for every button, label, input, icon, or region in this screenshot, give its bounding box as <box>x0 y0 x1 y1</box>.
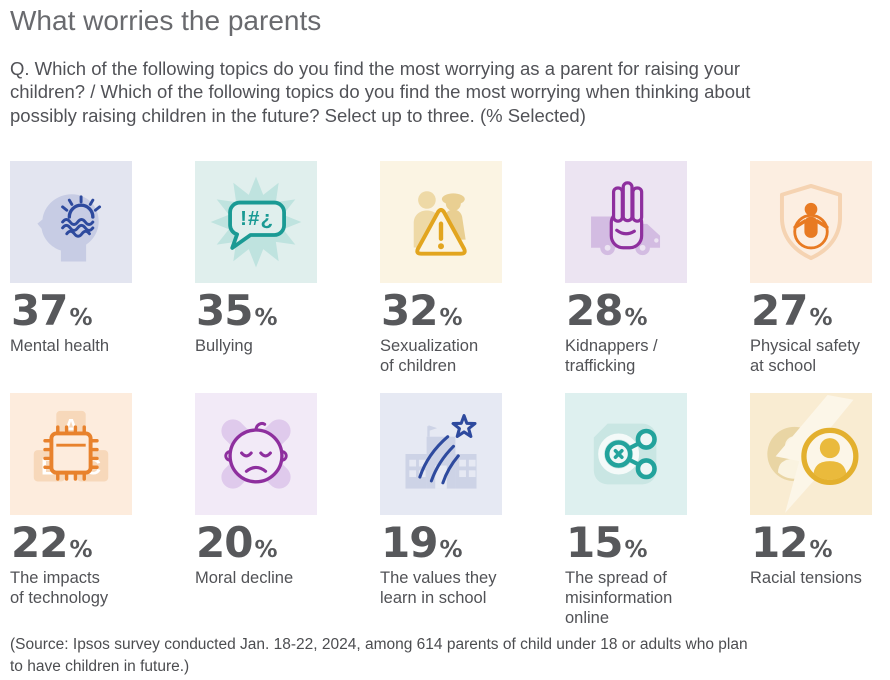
tile-icon-box <box>565 161 687 283</box>
tile-label: Bullying <box>195 337 253 356</box>
tile-icon-box <box>565 393 687 515</box>
percent-number: 27 <box>751 286 808 335</box>
percent-number: 12 <box>751 518 808 567</box>
percent-sign: % <box>69 537 93 563</box>
worry-tile-physical-safety: 27% Physical safety at school <box>750 161 890 393</box>
tile-label: Sexualization of children <box>380 337 479 376</box>
worry-tile-bullying: !#¿ 35% Bullying <box>195 161 345 393</box>
hand-signal-van-icon <box>591 181 661 256</box>
stat-value: 12% <box>750 518 833 567</box>
source-note: (Source: Ipsos survey conducted Jan. 18-… <box>10 636 748 676</box>
percent-sign: % <box>809 537 833 563</box>
shield-person-icon <box>779 183 843 261</box>
percent-number: 15 <box>566 518 623 567</box>
worry-tile-kidnappers: 28% Kidnappers / trafficking <box>565 161 715 393</box>
mental-health-icon <box>37 194 102 262</box>
school-shooting-star-icon <box>405 414 477 489</box>
worry-tile-racial-tensions: 12% Racial tensions <box>750 393 890 625</box>
tile-label: Kidnappers / trafficking <box>565 337 658 376</box>
percent-number: 37 <box>11 286 68 335</box>
bullying-speech-bubble-icon: !#¿ <box>210 176 302 268</box>
tile-label: Moral decline <box>195 569 294 588</box>
stat-value: 32% <box>380 286 463 335</box>
percent-sign: % <box>439 537 463 563</box>
percent-number: 28 <box>566 286 623 335</box>
tile-label: Racial tensions <box>750 569 862 588</box>
percent-sign: % <box>69 305 93 331</box>
stat-value: 19% <box>380 518 463 567</box>
stat-value: 28% <box>565 286 648 335</box>
tiles-grid: 37% Mental health !#¿ 35% Bullying <box>10 161 872 628</box>
percent-sign: % <box>624 537 648 563</box>
page-title: What worries the parents <box>10 5 322 36</box>
percent-sign: % <box>809 305 833 331</box>
worry-tile-moral-decline: 20% Moral decline <box>195 393 345 625</box>
stat-value: 37% <box>10 286 93 335</box>
stat-value: 20% <box>195 518 278 567</box>
worry-tile-misinformation: 15% The spread of misinformation online <box>565 393 715 628</box>
stat-value: 22% <box>10 518 93 567</box>
worry-tile-sexualization: 32% Sexualization of children <box>380 161 530 393</box>
percent-sign: % <box>439 305 463 331</box>
tile-icon-box <box>380 393 502 515</box>
tile-icon-box: A B C <box>10 393 132 515</box>
tile-label: The spread of misinformation online <box>565 569 673 628</box>
tile-label: The impacts of technology <box>10 569 109 608</box>
percent-number: 20 <box>196 518 253 567</box>
percent-sign: % <box>624 305 648 331</box>
stat-value: 15% <box>565 518 648 567</box>
misinformation-share-icon <box>593 423 657 485</box>
percent-number: 22 <box>11 518 68 567</box>
tile-icon-box <box>195 393 317 515</box>
tile-icon-box <box>10 161 132 283</box>
tile-label: The values they learn in school <box>380 569 497 608</box>
chip-abc-blocks-icon: A B C <box>33 410 109 482</box>
percent-number: 19 <box>381 518 438 567</box>
people-lightning-icon <box>767 395 859 513</box>
stat-value: 35% <box>195 286 278 335</box>
sad-baby-cross-icon <box>221 419 291 489</box>
tile-icon-box: !#¿ <box>195 161 317 283</box>
question-text: Q. Which of the following topics do you … <box>10 58 751 126</box>
tile-icon-box <box>750 161 872 283</box>
stat-value: 27% <box>750 286 833 335</box>
warning-children-icon <box>413 191 467 256</box>
worry-tile-school-values: 19% The values they learn in school <box>380 393 530 625</box>
percent-sign: % <box>254 305 278 331</box>
percent-number: 32 <box>381 286 438 335</box>
tile-label: Mental health <box>10 337 110 356</box>
tile-icon-box <box>750 393 872 515</box>
bubble-text: !#¿ <box>240 207 274 230</box>
percent-sign: % <box>254 537 278 563</box>
percent-number: 35 <box>196 286 253 335</box>
tile-icon-box <box>380 161 502 283</box>
worry-tile-mental-health: 37% Mental health <box>10 161 160 393</box>
worry-tile-technology: A B C 22% The impacts of technology <box>10 393 160 625</box>
tile-label: Physical safety at school <box>750 337 861 376</box>
